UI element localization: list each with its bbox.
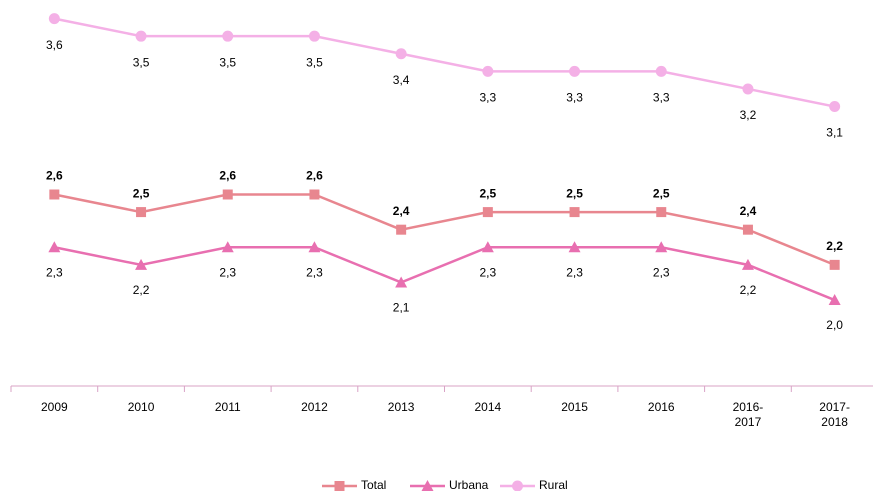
data-label: 2,3 xyxy=(306,265,323,279)
legend-label: Rural xyxy=(539,478,568,491)
data-label: 2,3 xyxy=(219,265,236,279)
data-label: 3,3 xyxy=(480,91,497,105)
data-label: 2,2 xyxy=(133,283,150,297)
data-label: 3,2 xyxy=(740,108,757,122)
series-line xyxy=(54,193,836,267)
data-point xyxy=(568,241,581,253)
data-point xyxy=(395,48,407,60)
data-label: 2,3 xyxy=(566,265,583,279)
data-point xyxy=(655,241,668,253)
data-point xyxy=(135,258,148,270)
data-point xyxy=(828,294,841,306)
data-label: 2,6 xyxy=(306,169,323,183)
legend-marker xyxy=(512,480,523,491)
data-label: 2,4 xyxy=(740,204,757,218)
data-point xyxy=(482,207,493,218)
data-point xyxy=(742,224,753,235)
data-point xyxy=(569,207,580,218)
data-label: 3,6 xyxy=(46,38,63,52)
data-point xyxy=(135,30,147,42)
data-label: 2,4 xyxy=(393,204,410,218)
data-point xyxy=(48,241,61,253)
x-tick-label: 2017-2018 xyxy=(819,400,850,429)
data-point xyxy=(742,83,754,95)
data-label: 2,2 xyxy=(826,239,843,253)
data-point xyxy=(655,65,667,77)
data-point xyxy=(741,258,754,270)
legend-marker xyxy=(421,480,434,491)
data-label: 2,6 xyxy=(219,169,236,183)
data-point xyxy=(829,259,840,270)
data-label: 2,2 xyxy=(740,283,757,297)
x-tick-label: 2016-2017 xyxy=(732,400,764,429)
data-label: 2,6 xyxy=(46,169,63,183)
data-label: 3,5 xyxy=(306,55,323,69)
data-point xyxy=(396,224,407,235)
data-point xyxy=(49,189,60,200)
x-tick-label: 2014 xyxy=(474,400,502,414)
data-point xyxy=(308,30,320,42)
x-tick-label: 2012 xyxy=(301,400,328,414)
x-tick-label: 2009 xyxy=(40,400,68,414)
data-point xyxy=(222,189,233,200)
data-label: 3,1 xyxy=(826,126,843,140)
x-tick-label: 2015 xyxy=(561,400,588,414)
legend-label: Total xyxy=(361,478,386,491)
x-tick-label: 2011 xyxy=(214,400,241,414)
data-label: 2,5 xyxy=(653,186,670,200)
data-point xyxy=(308,241,321,253)
data-point xyxy=(481,241,494,253)
data-label: 2,5 xyxy=(133,186,150,200)
series-line xyxy=(54,17,835,108)
data-point xyxy=(656,207,667,218)
data-label: 2,0 xyxy=(826,318,843,332)
data-point xyxy=(222,30,234,42)
data-label: 3,5 xyxy=(133,55,150,69)
data-label: 2,3 xyxy=(653,265,670,279)
data-point xyxy=(395,276,408,288)
x-tick-label: 2013 xyxy=(387,400,415,414)
data-label: 3,4 xyxy=(393,73,410,87)
data-point xyxy=(829,101,841,113)
data-point xyxy=(309,189,320,200)
data-point xyxy=(48,13,60,25)
data-point xyxy=(221,241,234,253)
data-point xyxy=(569,65,581,77)
data-label: 3,3 xyxy=(566,91,583,105)
data-point xyxy=(482,65,494,77)
series-line xyxy=(54,246,836,302)
legend-marker xyxy=(334,481,345,491)
data-label: 3,5 xyxy=(219,55,236,69)
data-label: 2,1 xyxy=(393,301,410,315)
data-label: 2,3 xyxy=(480,265,497,279)
data-label: 2,3 xyxy=(46,265,63,279)
data-label: 2,5 xyxy=(480,186,497,200)
x-tick-label: 2010 xyxy=(127,400,155,414)
data-label: 3,3 xyxy=(653,91,670,105)
data-label: 2,5 xyxy=(566,186,583,200)
data-point xyxy=(136,207,147,218)
legend-label: Urbana xyxy=(449,478,489,491)
x-tick-label: 2016 xyxy=(647,400,675,414)
